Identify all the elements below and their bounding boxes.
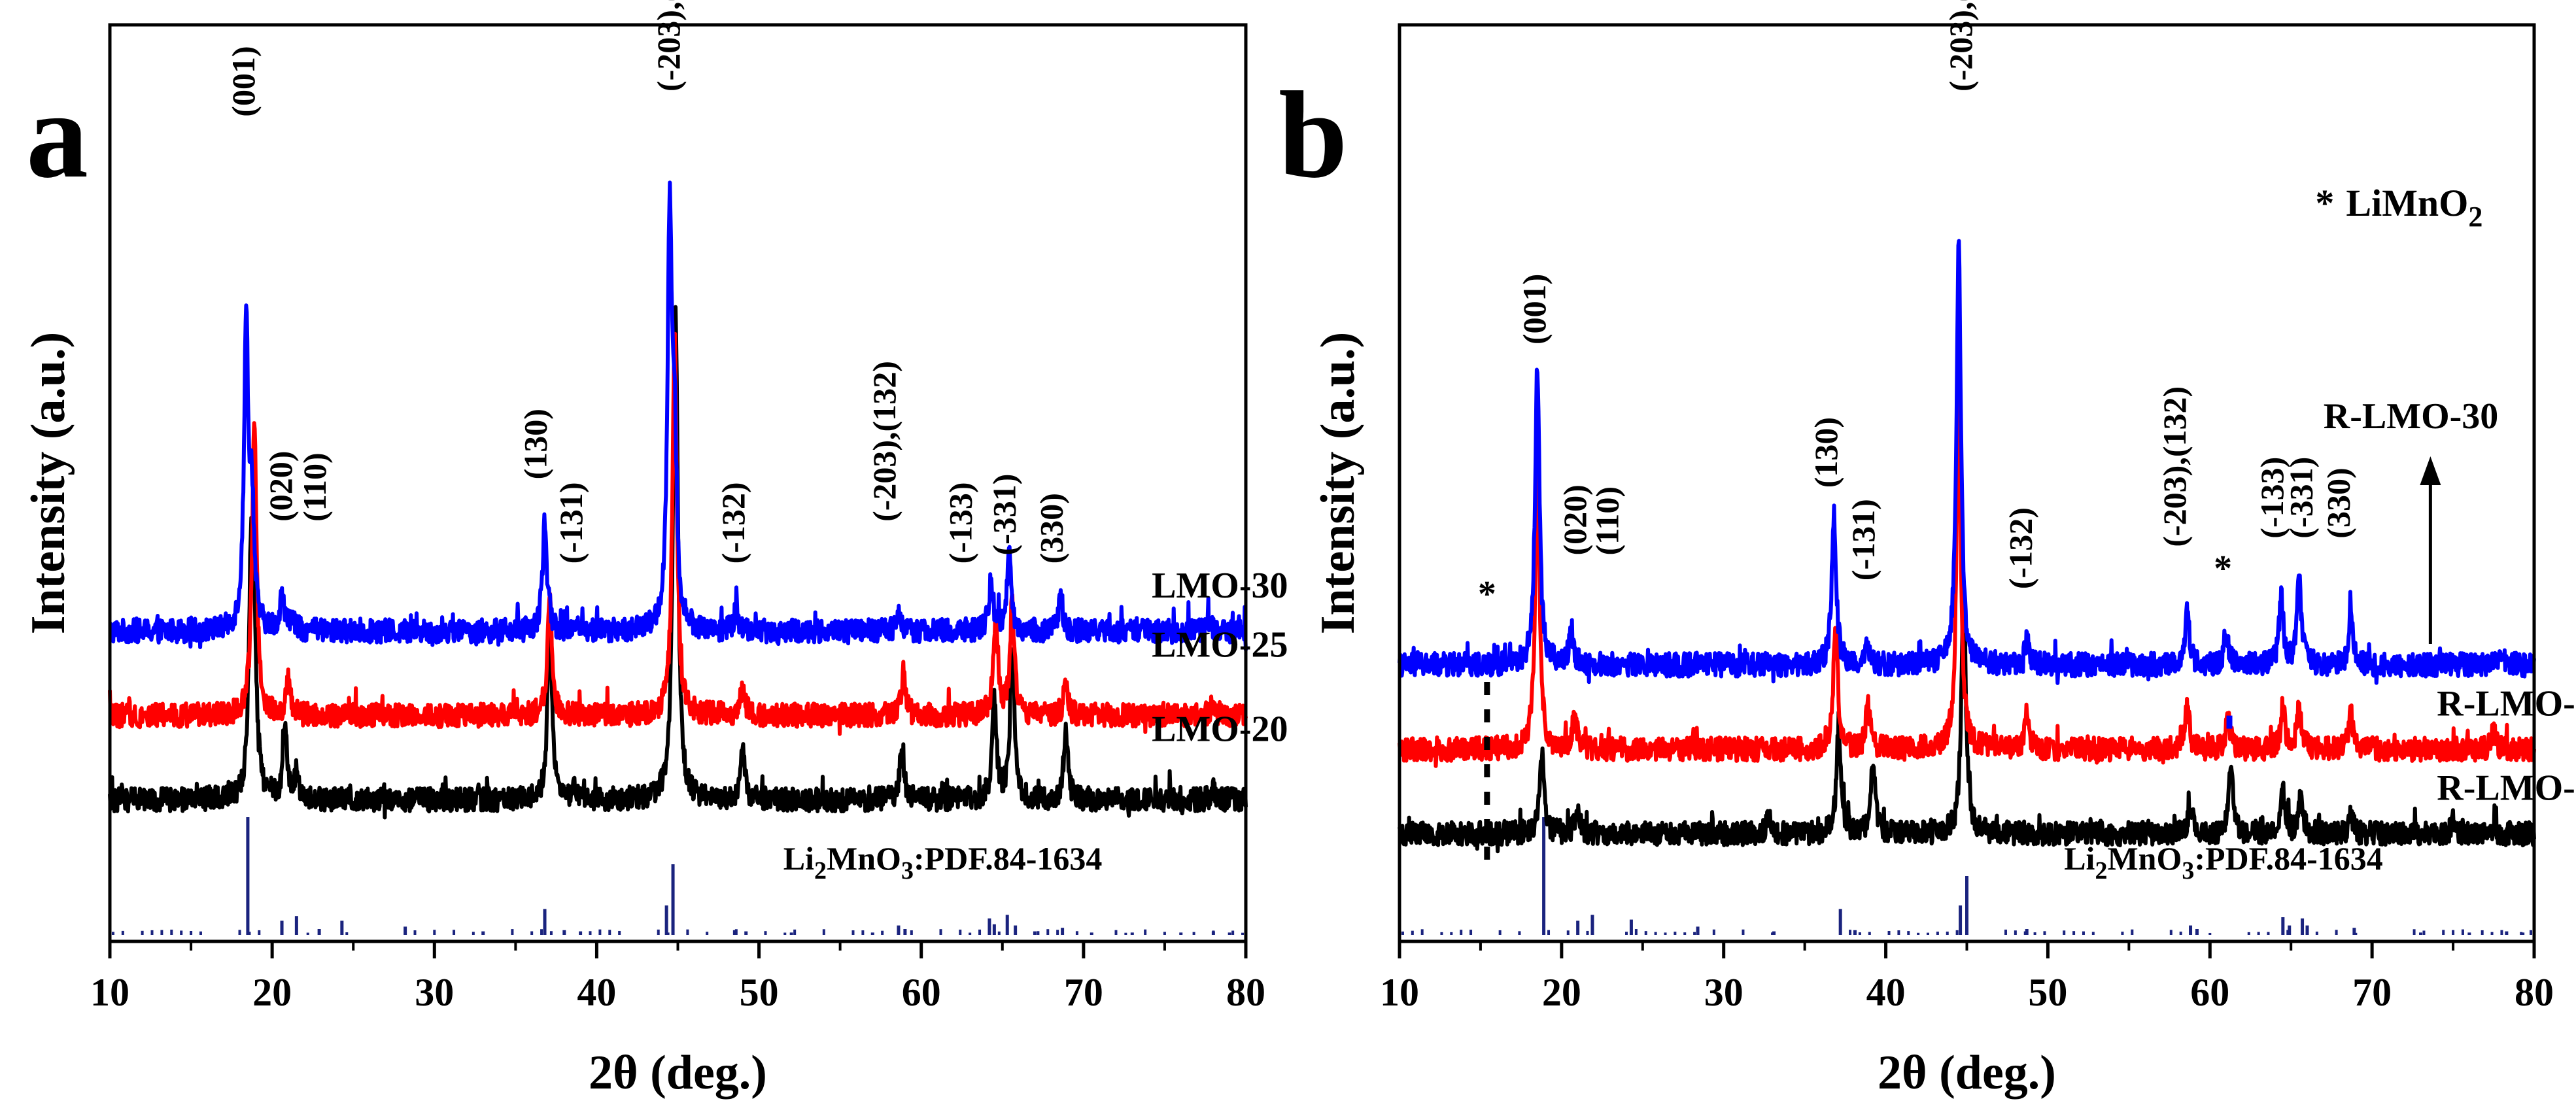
x-tick-label: 40 xyxy=(1866,971,1906,1014)
series-label: R-LMO-20 xyxy=(2437,768,2576,809)
peak-label: (-331) xyxy=(2282,457,2319,539)
peak-label: (-203),(132) xyxy=(2156,386,2193,547)
asterisk-marker: * xyxy=(1478,574,1496,615)
panel-b: b Li2MnO3:PDF.84-1634 (001) (020)(110) (130)… xyxy=(1279,0,2576,1100)
peak-label: (330) xyxy=(2320,467,2356,538)
asterisk-marker: * xyxy=(2214,549,2232,589)
reference-label-label-sub1: 2 xyxy=(814,857,827,885)
reference-label-label-sub1: 2 xyxy=(2095,857,2107,885)
peak-label: (001) xyxy=(1516,274,1553,345)
x-axis-title: 2θ (deg.) xyxy=(589,1046,767,1100)
reference-label-label-prefix: Li xyxy=(2064,840,2095,877)
series-label: R-LMO-25 xyxy=(2437,684,2576,724)
peak-label: (130) xyxy=(517,409,554,479)
peak-label: (020) xyxy=(262,451,299,522)
peak-label: (-331) xyxy=(986,474,1023,556)
peak-label: (130) xyxy=(1808,417,1844,488)
legend-note: * LiMnO2 xyxy=(2315,182,2482,233)
series-label: LMO-25 xyxy=(1152,624,1288,665)
x-axis-title: 2θ (deg.) xyxy=(1878,1046,2056,1100)
x-tick-label: 50 xyxy=(2028,971,2067,1014)
peak-label: (-203),(131) xyxy=(650,0,687,92)
peak-label: (-131) xyxy=(1845,499,1881,581)
peak-label: (-132) xyxy=(2002,507,2039,589)
x-tick-label: 70 xyxy=(2352,971,2392,1014)
x-tick-label: 50 xyxy=(740,971,779,1014)
series-line-r-lmo-25 xyxy=(1398,394,2536,768)
arrow-head xyxy=(2420,456,2441,485)
reference-label-label-suffix: :PDF.84-1634 xyxy=(2194,840,2382,877)
legend-note-symbol: * xyxy=(2315,182,2334,224)
legend-note-text: LiMnO xyxy=(2346,182,2468,224)
y-axis-title: Intensity (a.u.) xyxy=(22,332,75,635)
peak-label: (110) xyxy=(1589,486,1626,556)
reference-label: Li2MnO3:PDF.84-1634 xyxy=(2064,840,2383,885)
x-tick-label: 30 xyxy=(1704,971,1743,1014)
reference-label-label-sub2: 3 xyxy=(901,857,914,885)
peak-label: (-133) xyxy=(2254,457,2290,539)
panel-label: a xyxy=(26,67,88,204)
series-line-r-lmo-20 xyxy=(1398,580,2536,854)
peak-label: (-203),(131) xyxy=(1942,0,1979,92)
x-tick-label: 20 xyxy=(252,971,292,1014)
x-tick-label: 10 xyxy=(90,971,129,1014)
x-tick-label: 30 xyxy=(415,971,454,1014)
x-tick-label: 60 xyxy=(2190,971,2229,1014)
peak-label: (330) xyxy=(1033,493,1070,564)
reference-label-label-prefix: Li xyxy=(783,840,814,877)
panel-label: b xyxy=(1279,67,1348,204)
x-tick-label: 10 xyxy=(1380,971,1419,1014)
peak-label: (-133) xyxy=(942,482,979,564)
peak-label: (110) xyxy=(296,452,333,522)
reference-label-label-sub2: 3 xyxy=(2182,857,2194,885)
reference-label: Li2MnO3:PDF.84-1634 xyxy=(783,840,1103,885)
x-tick-label: 20 xyxy=(1542,971,1581,1014)
peak-label: (020) xyxy=(1556,484,1593,555)
x-tick-label: 60 xyxy=(902,971,941,1014)
series-label: LMO-20 xyxy=(1152,709,1288,749)
x-tick-label: 80 xyxy=(1226,971,1265,1014)
x-tick-label: 70 xyxy=(1064,971,1103,1014)
reference-label-label-suffix: :PDF.84-1634 xyxy=(914,840,1102,877)
legend-note-sub: 2 xyxy=(2468,201,2482,233)
peak-label: (-131) xyxy=(553,482,589,564)
y-axis-title: Intensity (a.u.) xyxy=(1311,332,1365,635)
peak-label: (001) xyxy=(225,46,262,116)
panel-a: a Li2MnO3:PDF.84-1634 (001) (020)(110) (130)… xyxy=(22,0,1288,1100)
series-label: LMO-30 xyxy=(1152,565,1288,606)
reference-label-label-mid: MnO xyxy=(827,840,901,877)
peak-label: (-132) xyxy=(715,482,751,564)
series-line-lmo-30 xyxy=(108,180,1248,651)
x-tick-label: 80 xyxy=(2515,971,2554,1014)
series-line-r-lmo-30 xyxy=(1398,239,2536,685)
peak-label: (-203),(132) xyxy=(866,361,902,522)
arrow-label: R-LMO-30 xyxy=(2324,396,2499,437)
x-tick-label: 40 xyxy=(577,971,616,1014)
